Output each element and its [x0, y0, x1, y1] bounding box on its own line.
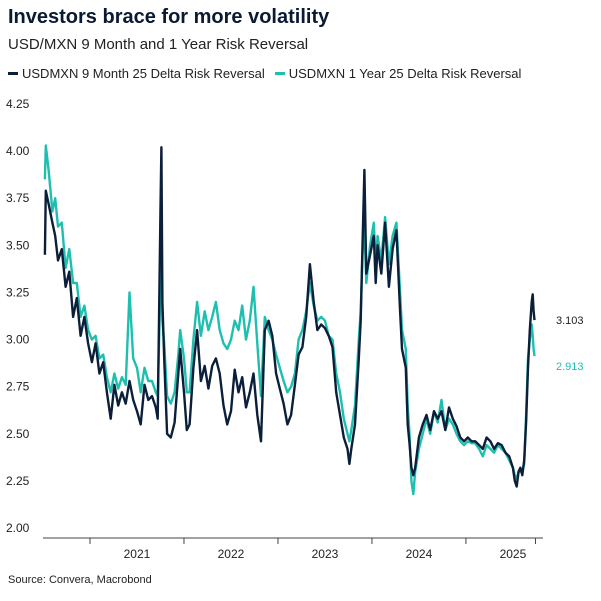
series-line-9m: [43, 146, 536, 488]
x-tick-label: 2023: [312, 547, 339, 561]
chart-title: Investors brace for more volatility: [8, 6, 330, 28]
series-line-1y: [43, 144, 536, 496]
end-label-1y: 2.913: [556, 361, 584, 373]
legend-swatch-9m: [8, 72, 18, 75]
legend: USDMXN 9 Month 25 Delta Risk Reversal US…: [8, 66, 521, 81]
x-tick-label: 2021: [124, 547, 151, 561]
y-tick-label: 3.75: [6, 191, 30, 205]
y-tick-label: 4.25: [6, 97, 30, 111]
x-tick-label: 2022: [218, 547, 245, 561]
y-tick-label: 4.00: [6, 144, 30, 158]
y-tick-label: 2.50: [6, 427, 30, 441]
y-tick-label: 2.00: [6, 521, 30, 535]
y-tick-label: 2.75: [6, 380, 30, 394]
chart-subtitle: USD/MXN 9 Month and 1 Year Risk Reversal: [8, 36, 309, 53]
y-tick-label: 3.25: [6, 285, 30, 299]
legend-item-9m: USDMXN 9 Month 25 Delta Risk Reversal: [8, 66, 265, 81]
y-tick-label: 3.00: [6, 333, 30, 347]
legend-label-9m: USDMXN 9 Month 25 Delta Risk Reversal: [22, 66, 265, 81]
legend-item-1y: USDMXN 1 Year 25 Delta Risk Reversal: [274, 66, 522, 81]
source-note: Source: Convera, Macrobond: [8, 574, 152, 586]
legend-label-1y: USDMXN 1 Year 25 Delta Risk Reversal: [288, 66, 522, 81]
y-tick-label: 3.50: [6, 238, 30, 252]
legend-swatch-1y: [274, 72, 285, 75]
x-tick-label: 2024: [406, 547, 433, 561]
x-tick-label: 2025: [500, 547, 527, 561]
end-label-9m: 3.103: [556, 315, 584, 327]
y-tick-label: 2.25: [6, 474, 30, 488]
